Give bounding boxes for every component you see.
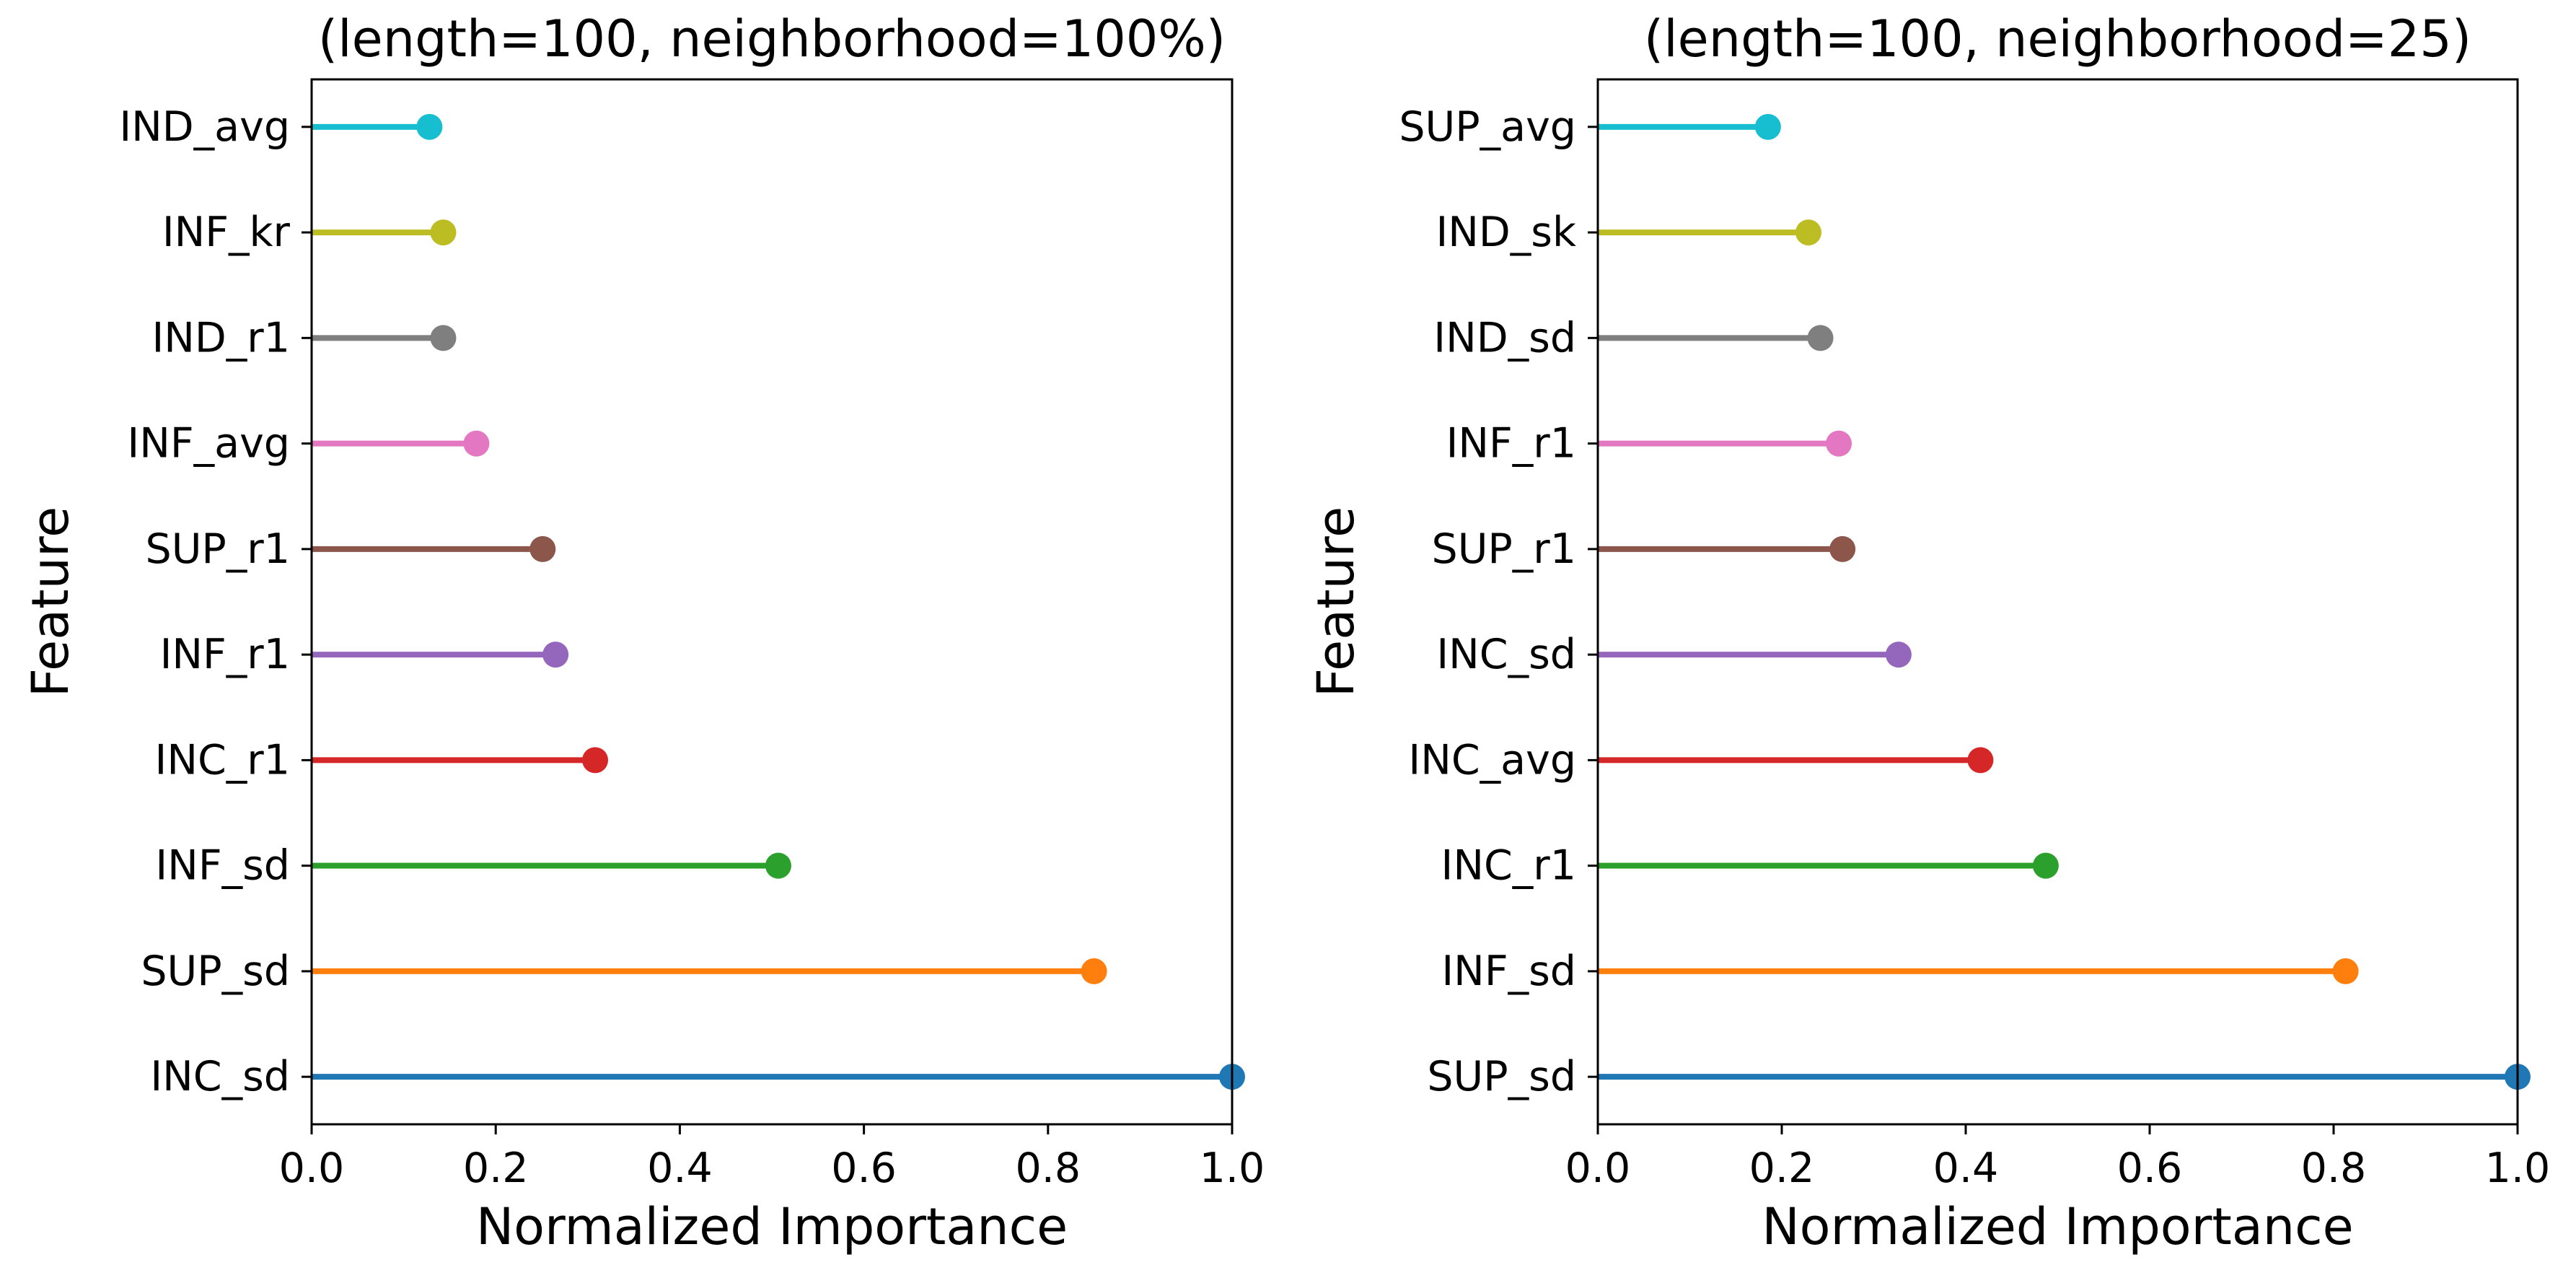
x-tick-label: 0.6 — [2117, 1144, 2183, 1192]
lollipop-marker — [430, 219, 457, 246]
x-tick-label: 0.4 — [647, 1144, 713, 1192]
lollipop-marker — [1826, 430, 1852, 457]
x-axis-label: Normalized Importance — [476, 1197, 1068, 1256]
y-axis-label: Feature — [21, 507, 80, 698]
y-tick-label: INF_kr — [162, 209, 291, 256]
y-tick-label: INF_r1 — [160, 631, 290, 678]
x-axis-label: Normalized Importance — [1762, 1197, 2353, 1256]
x-tick-label: 1.0 — [1200, 1144, 1265, 1192]
y-tick-label: INF_avg — [127, 420, 290, 468]
x-tick-label: 0.0 — [1565, 1144, 1631, 1192]
lollipop-marker — [416, 113, 443, 140]
lollipop-marker — [1807, 325, 1834, 351]
x-tick-label: 0.8 — [2301, 1144, 2367, 1192]
x-tick-label: 0.2 — [463, 1144, 529, 1192]
lollipop-marker — [1829, 535, 1856, 562]
lollipop-marker — [2332, 958, 2359, 984]
x-tick-label: 0.6 — [831, 1144, 897, 1192]
y-tick-label: INC_sd — [1436, 631, 1576, 678]
y-tick-label: INC_r1 — [155, 736, 290, 784]
chart-title: (length=100, neighborhood=25) — [1644, 9, 2471, 69]
y-axis-label: Feature — [1306, 507, 1366, 698]
y-tick-label: SUP_avg — [1399, 103, 1576, 151]
lollipop-marker — [542, 642, 569, 668]
y-tick-label: INC_r1 — [1441, 842, 1576, 890]
x-tick-label: 0.8 — [1015, 1144, 1081, 1192]
x-tick-label: 0.2 — [1749, 1144, 1815, 1192]
y-tick-label: INC_sd — [150, 1053, 290, 1100]
lollipop-marker — [582, 747, 609, 774]
axes-frame — [310, 78, 1234, 1126]
y-tick-label: SUP_r1 — [146, 525, 290, 573]
x-tick-label: 0.0 — [279, 1144, 345, 1192]
lollipop-marker — [1754, 113, 1781, 140]
y-tick-label: IND_r1 — [151, 314, 290, 362]
lollipop-marker — [463, 430, 490, 457]
y-tick-label: SUP_r1 — [1432, 525, 1576, 573]
lollipop-marker — [1081, 958, 1107, 984]
chart-panel-left: (length=100, neighborhood=100%) INC_sd SUP… — [21, 9, 1265, 1256]
lollipop-marker — [1795, 219, 1821, 246]
y-tick-label: INC_avg — [1408, 736, 1576, 784]
y-tick-label: INF_sd — [155, 842, 290, 890]
lollipop-marker — [1885, 642, 1912, 668]
lollipop-marker — [2032, 852, 2059, 879]
lollipop-marker — [529, 535, 556, 562]
axes-frame — [1596, 78, 2519, 1126]
y-tick-label: IND_sk — [1436, 209, 1576, 256]
y-tick-label: INF_sd — [1441, 947, 1576, 995]
lollipop-marker — [765, 852, 791, 879]
x-tick-label: 0.4 — [1933, 1144, 1999, 1192]
lollipop-marker — [1967, 747, 1994, 774]
y-tick-label: IND_sd — [1433, 314, 1576, 362]
y-tick-label: INF_r1 — [1446, 420, 1576, 468]
y-tick-label: SUP_sd — [141, 947, 290, 995]
x-tick-label: 1.0 — [2485, 1144, 2551, 1192]
lollipop-marker — [430, 325, 457, 351]
y-tick-label: IND_avg — [119, 103, 290, 151]
chart-title: (length=100, neighborhood=100%) — [318, 9, 1226, 69]
y-tick-label: SUP_sd — [1427, 1053, 1576, 1100]
chart-panel-right: (length=100, neighborhood=25) SUP_sd INF_s… — [1306, 9, 2550, 1256]
